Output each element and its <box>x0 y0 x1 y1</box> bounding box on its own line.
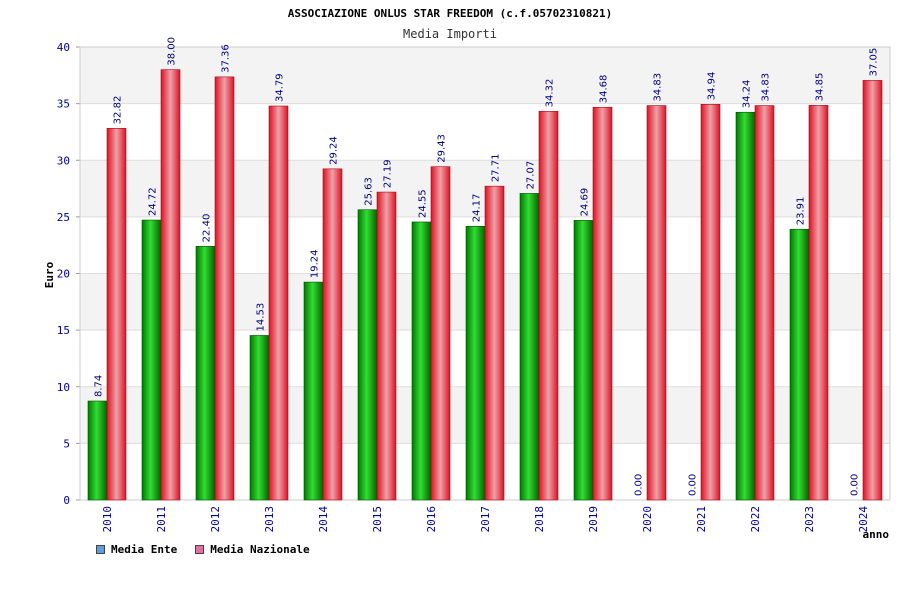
y-tick-label: 15 <box>57 324 70 337</box>
chart-title: ASSOCIAZIONE ONLUS STAR FREEDOM (c.f.057… <box>288 7 613 20</box>
data-label: 19.24 <box>310 249 321 278</box>
bar-media-ente-2018 <box>519 193 540 501</box>
y-tick-label: 0 <box>63 494 70 507</box>
y-tick-label: 30 <box>57 154 70 167</box>
legend-label-media-nazionale: Media Nazionale <box>210 543 310 556</box>
x-tick-label: 2011 <box>155 506 168 533</box>
x-tick-label: 2024 <box>857 506 870 533</box>
bar-media-nazionale-2011 <box>160 69 181 501</box>
data-label: 24.72 <box>148 187 159 216</box>
data-label: 34.83 <box>653 73 664 102</box>
bar-media-ente-2010 <box>87 400 108 501</box>
bar-media-ente-2015 <box>357 209 378 501</box>
data-label: 32.82 <box>113 96 124 125</box>
x-tick-label: 2010 <box>101 506 114 533</box>
data-label: 38.00 <box>167 37 178 66</box>
legend-label-media-ente: Media Ente <box>111 543 178 556</box>
bar-media-ente-2012 <box>195 246 216 501</box>
data-label: 34.83 <box>761 73 772 102</box>
data-label: 25.63 <box>364 177 375 206</box>
x-tick-label: 2014 <box>317 506 330 533</box>
x-tick-label: 2013 <box>263 506 276 533</box>
y-tick-label: 5 <box>63 437 70 450</box>
data-label: 27.19 <box>383 159 394 188</box>
data-label: 24.69 <box>580 188 591 217</box>
data-label: 34.85 <box>815 73 826 102</box>
bar-media-nazionale-2022 <box>754 105 775 501</box>
x-tick-label: 2022 <box>749 506 762 533</box>
y-tick-label: 40 <box>57 41 70 54</box>
x-tick-label: 2018 <box>533 506 546 533</box>
bar-media-nazionale-2013 <box>268 105 289 501</box>
bar-media-nazionale-2017 <box>484 185 505 501</box>
data-label: 34.94 <box>707 72 718 101</box>
data-label: 0.00 <box>850 474 861 496</box>
bar-media-ente-2014 <box>303 281 324 501</box>
bar-media-nazionale-2024 <box>862 80 883 501</box>
chart-subtitle: Media Importi <box>403 27 497 41</box>
bar-media-ente-2022 <box>735 111 756 501</box>
y-tick-label: 35 <box>57 98 70 111</box>
bar-media-nazionale-2018 <box>538 111 559 501</box>
y-tick-label: 10 <box>57 381 70 394</box>
data-label: 34.79 <box>275 73 286 102</box>
data-label: 22.40 <box>202 214 213 243</box>
bar-media-ente-2017 <box>465 225 486 501</box>
y-tick-label: 20 <box>57 268 70 281</box>
x-tick-label: 2019 <box>587 506 600 533</box>
bar-media-nazionale-2020 <box>646 105 667 501</box>
legend-swatch-media-nazionale <box>195 545 205 554</box>
legend-swatch-media-ente <box>96 545 105 554</box>
bar-media-nazionale-2021 <box>700 104 721 501</box>
data-label: 24.17 <box>472 194 483 223</box>
bar-media-nazionale-2023 <box>808 105 829 501</box>
x-tick-label: 2017 <box>479 506 492 533</box>
x-tick-label: 2016 <box>425 506 438 533</box>
data-label: 14.53 <box>256 303 267 332</box>
data-label: 0.00 <box>688 474 699 496</box>
legend-item-media-ente: Media Ente <box>96 543 177 556</box>
data-label: 0.00 <box>634 474 645 496</box>
x-tick-label: 2012 <box>209 506 222 533</box>
bar-media-ente-2019 <box>573 220 594 501</box>
bar-media-ente-2016 <box>411 221 432 501</box>
x-tick-label: 2023 <box>803 506 816 533</box>
x-tick-label: 2021 <box>695 506 708 533</box>
data-label: 29.43 <box>437 134 448 163</box>
x-tick-label: 2020 <box>641 506 654 533</box>
data-label: 27.71 <box>491 154 502 183</box>
y-axis-label: Euro <box>43 261 56 288</box>
bar-media-nazionale-2014 <box>322 168 343 501</box>
legend-item-media-nazionale: Media Nazionale <box>195 543 310 556</box>
data-label: 29.24 <box>329 136 340 165</box>
data-label: 34.24 <box>742 80 753 109</box>
data-label: 37.36 <box>221 44 232 73</box>
data-label: 24.55 <box>418 189 429 218</box>
data-label: 8.74 <box>94 375 105 397</box>
legend: Media Ente Media Nazionale <box>96 543 310 556</box>
x-tick-label: 2015 <box>371 506 384 533</box>
plot-area: 0 5 10 15 20 25 30 35 40 8.74 32.82 2010 24.72 38.00 2… <box>57 37 891 533</box>
x-axis-label: anno <box>863 528 890 541</box>
bar-media-nazionale-2015 <box>376 191 397 501</box>
y-tick-label: 25 <box>57 211 70 224</box>
bar-media-nazionale-2016 <box>430 166 451 501</box>
data-label: 27.07 <box>526 161 537 190</box>
bar-media-ente-2013 <box>249 335 270 501</box>
data-label: 34.68 <box>599 75 610 104</box>
bar-media-ente-2023 <box>789 228 810 501</box>
bar-media-nazionale-2019 <box>592 106 613 501</box>
data-label: 34.32 <box>545 79 556 108</box>
data-label: 37.05 <box>869 48 880 77</box>
bar-media-nazionale-2012 <box>214 76 235 501</box>
bar-media-ente-2011 <box>141 219 162 501</box>
bar-media-nazionale-2010 <box>106 128 127 501</box>
data-label: 23.91 <box>796 197 807 226</box>
